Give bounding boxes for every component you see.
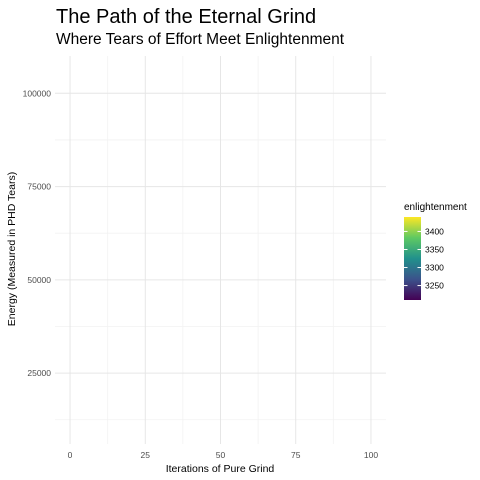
y-tick-label: 25000 (27, 368, 51, 378)
legend-tick-label: 3250 (425, 281, 444, 291)
y-tick-label: 50000 (27, 275, 51, 285)
x-tick-label: 100 (364, 450, 378, 460)
x-axis-title: Iterations of Pure Grind (166, 463, 275, 475)
legend-tick-label: 3400 (425, 226, 444, 236)
legend-colorbar (404, 217, 421, 300)
tick-labels: 0 25 50 75 100 25000 50000 75000 100000 (23, 88, 379, 460)
chart-title: The Path of the Eternal Grind (56, 6, 316, 28)
y-tick-label: 75000 (27, 182, 51, 192)
x-tick-label: 25 (141, 450, 151, 460)
legend-title: enlightenment (404, 202, 467, 213)
y-axis-title: Energy (Measured in PHD Tears) (6, 172, 18, 326)
y-tick-label: 100000 (23, 88, 52, 98)
x-tick-label: 50 (216, 450, 226, 460)
x-tick-label: 0 (68, 450, 73, 460)
legend-tick-label: 3300 (425, 263, 444, 273)
chart-subtitle: Where Tears of Effort Meet Enlightenment (56, 31, 345, 48)
grid (55, 56, 386, 444)
legend-ticks: 3250 3300 3350 3400 (404, 226, 444, 291)
x-tick-label: 75 (291, 450, 301, 460)
legend: enlightenment 3250 3300 3350 3400 (404, 202, 467, 300)
legend-tick-label: 3350 (425, 244, 444, 254)
